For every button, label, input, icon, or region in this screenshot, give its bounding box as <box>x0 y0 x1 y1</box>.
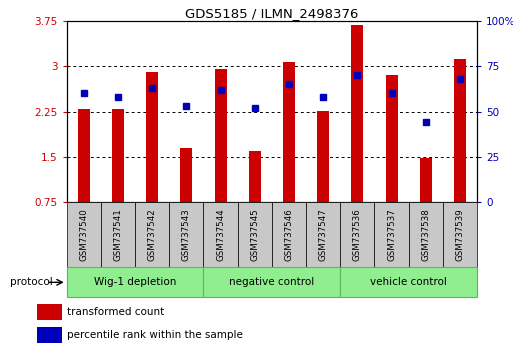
Bar <box>306 202 340 267</box>
Text: GSM737546: GSM737546 <box>285 208 293 261</box>
Text: GSM737541: GSM737541 <box>113 208 123 261</box>
Bar <box>37 327 62 343</box>
Text: GSM737543: GSM737543 <box>182 208 191 261</box>
Text: GSM737539: GSM737539 <box>456 208 464 261</box>
Bar <box>67 202 101 267</box>
Text: protocol: protocol <box>10 277 53 287</box>
Text: GSM737544: GSM737544 <box>216 208 225 261</box>
Bar <box>101 202 135 267</box>
Text: Wig-1 depletion: Wig-1 depletion <box>94 277 176 287</box>
Text: transformed count: transformed count <box>67 307 164 317</box>
Bar <box>37 304 62 320</box>
Bar <box>272 202 306 267</box>
Bar <box>443 202 477 267</box>
Bar <box>340 267 477 297</box>
Title: GDS5185 / ILMN_2498376: GDS5185 / ILMN_2498376 <box>185 7 359 20</box>
Bar <box>67 267 204 297</box>
Text: GSM737538: GSM737538 <box>421 208 430 261</box>
Bar <box>317 111 329 202</box>
Bar <box>340 202 374 267</box>
Bar <box>238 202 272 267</box>
Bar <box>146 72 158 202</box>
Text: GSM737545: GSM737545 <box>250 208 259 261</box>
Text: GSM737537: GSM737537 <box>387 208 396 261</box>
Bar <box>374 202 409 267</box>
Text: GSM737547: GSM737547 <box>319 208 328 261</box>
Bar <box>112 109 124 202</box>
Bar <box>204 267 340 297</box>
Bar <box>204 202 238 267</box>
Bar <box>409 202 443 267</box>
Bar <box>283 62 295 202</box>
Text: negative control: negative control <box>229 277 314 287</box>
Bar <box>181 148 192 202</box>
Text: GSM737536: GSM737536 <box>353 208 362 261</box>
Text: vehicle control: vehicle control <box>370 277 447 287</box>
Text: percentile rank within the sample: percentile rank within the sample <box>67 330 243 340</box>
Bar <box>351 25 363 202</box>
Bar <box>420 158 432 202</box>
Text: GSM737542: GSM737542 <box>148 208 156 261</box>
Bar <box>78 109 90 202</box>
Bar <box>249 151 261 202</box>
Bar <box>135 202 169 267</box>
Bar <box>386 75 398 202</box>
Bar <box>214 69 227 202</box>
Bar <box>454 59 466 202</box>
Text: GSM737540: GSM737540 <box>80 208 88 261</box>
Bar <box>169 202 204 267</box>
